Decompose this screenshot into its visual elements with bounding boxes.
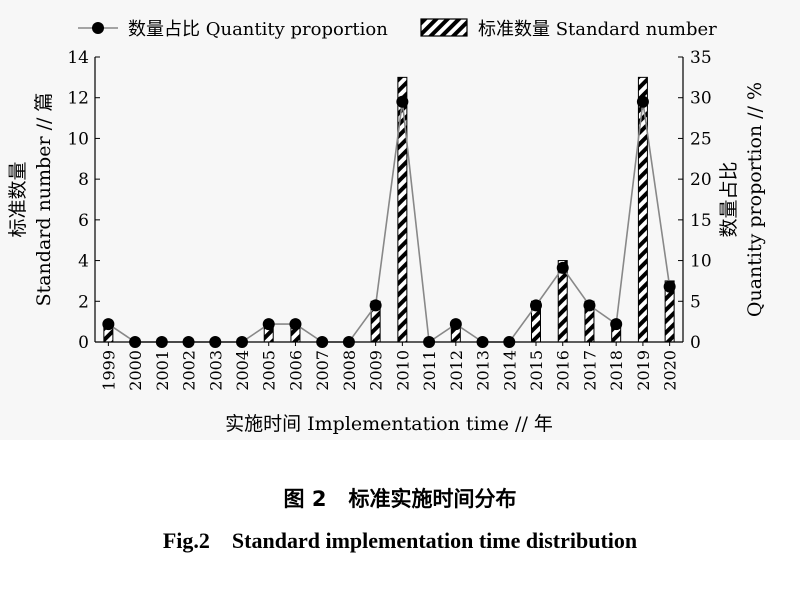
- left-axis-title-en: Standard number // 篇: [33, 93, 55, 307]
- x-tick-label: 2012: [447, 350, 466, 391]
- right-tick-label: 15: [690, 211, 712, 231]
- point-1999: [102, 318, 115, 331]
- x-tick-label: 2006: [286, 350, 305, 391]
- x-tick-label: 2020: [661, 350, 680, 391]
- figure-caption-cn: 图 2 标准实施时间分布: [0, 483, 800, 513]
- x-tick-label: 2019: [634, 350, 653, 391]
- x-tick-label: 2000: [126, 350, 145, 391]
- x-axis-title: 实施时间 Implementation time // 年: [225, 413, 553, 435]
- left-axis-title-cn: 标准数量: [7, 161, 29, 237]
- x-tick-label: 2007: [313, 350, 332, 391]
- point-2018: [610, 318, 623, 331]
- x-tick-label: 2017: [580, 350, 599, 391]
- bar-2010: [397, 76, 408, 343]
- figure-number-cn: 图 2: [283, 487, 327, 511]
- right-tick-label: 35: [690, 48, 712, 68]
- x-tick-label: 2003: [206, 350, 225, 391]
- legend-label-proportion: 数量占比 Quantity proportion: [128, 19, 388, 40]
- x-tick-label: 1999: [99, 350, 118, 391]
- left-tick-label: 10: [67, 129, 89, 149]
- point-2020: [663, 280, 676, 293]
- right-tick-label: 30: [690, 89, 712, 109]
- point-2012: [449, 318, 462, 331]
- left-tick-label: 12: [67, 89, 89, 109]
- legend-bar-swatch: [420, 18, 468, 37]
- chart-panel: 数量占比 Quantity proportion 标准数量 Standard nu…: [7, 18, 766, 435]
- line-series: [102, 95, 676, 348]
- left-tick-label: 4: [78, 252, 89, 272]
- x-tick-label: 2018: [607, 350, 626, 391]
- point-2005: [262, 318, 275, 331]
- point-2019: [636, 95, 649, 108]
- point-2009: [369, 299, 382, 312]
- left-tick-label: 8: [78, 170, 89, 190]
- x-tick-label: 2010: [393, 350, 412, 391]
- x-tick-label: 2009: [367, 350, 386, 391]
- point-2015: [530, 299, 542, 312]
- chart: 数量占比 Quantity proportion 标准数量 Standard nu…: [7, 18, 766, 435]
- right-tick-label: 25: [690, 129, 712, 149]
- legend: 数量占比 Quantity proportion 标准数量 Standard nu…: [78, 18, 717, 40]
- right-tick-label: 20: [690, 170, 712, 190]
- point-2006: [289, 318, 302, 331]
- x-tick-label: 2015: [527, 350, 546, 391]
- point-2017: [583, 299, 596, 312]
- right-axis-title-cn: 数量占比: [718, 161, 740, 237]
- x-tick-label: 2011: [420, 350, 439, 391]
- point-2016: [556, 261, 569, 274]
- right-tick-label: 0: [690, 333, 701, 353]
- figure-number-en: Fig.2: [162, 528, 210, 553]
- right-tick-label: 10: [690, 252, 712, 272]
- x-tick-label: 2004: [233, 350, 252, 391]
- left-tick-label: 6: [78, 211, 89, 231]
- legend-marker-swatch: [92, 22, 104, 34]
- figure-title-en: Standard implementation time distributio…: [231, 528, 638, 553]
- point-2010: [396, 95, 409, 108]
- x-tick-label: 2005: [260, 350, 279, 391]
- figure-title-cn: 标准实施时间分布: [348, 487, 517, 511]
- left-tick-label: 2: [78, 292, 89, 312]
- x-tick-label: 2008: [340, 350, 359, 391]
- right-tick-label: 5: [690, 292, 701, 312]
- left-tick-label: 14: [67, 48, 89, 68]
- axis-labels: 0 2 4 6 8 10 12 14 0 5 10 15 20 25 30 35 1999 2000 2001 200…: [7, 48, 766, 435]
- x-tick-label: 2001: [153, 350, 172, 391]
- figure-caption-en: Fig.2 Standard implementation time distri…: [0, 528, 800, 554]
- bar-2019: [637, 76, 648, 343]
- x-tick-label: 2013: [474, 350, 493, 391]
- legend-label-standard: 标准数量 Standard number: [478, 19, 717, 40]
- x-tick-label: 2016: [554, 350, 573, 391]
- x-tick-label: 2002: [180, 350, 199, 391]
- x-tick-label: 2014: [500, 350, 519, 391]
- left-tick-label: 0: [78, 333, 89, 353]
- right-axis-title-en: Quantity proportion // %: [744, 82, 766, 317]
- axes: [94, 56, 684, 346]
